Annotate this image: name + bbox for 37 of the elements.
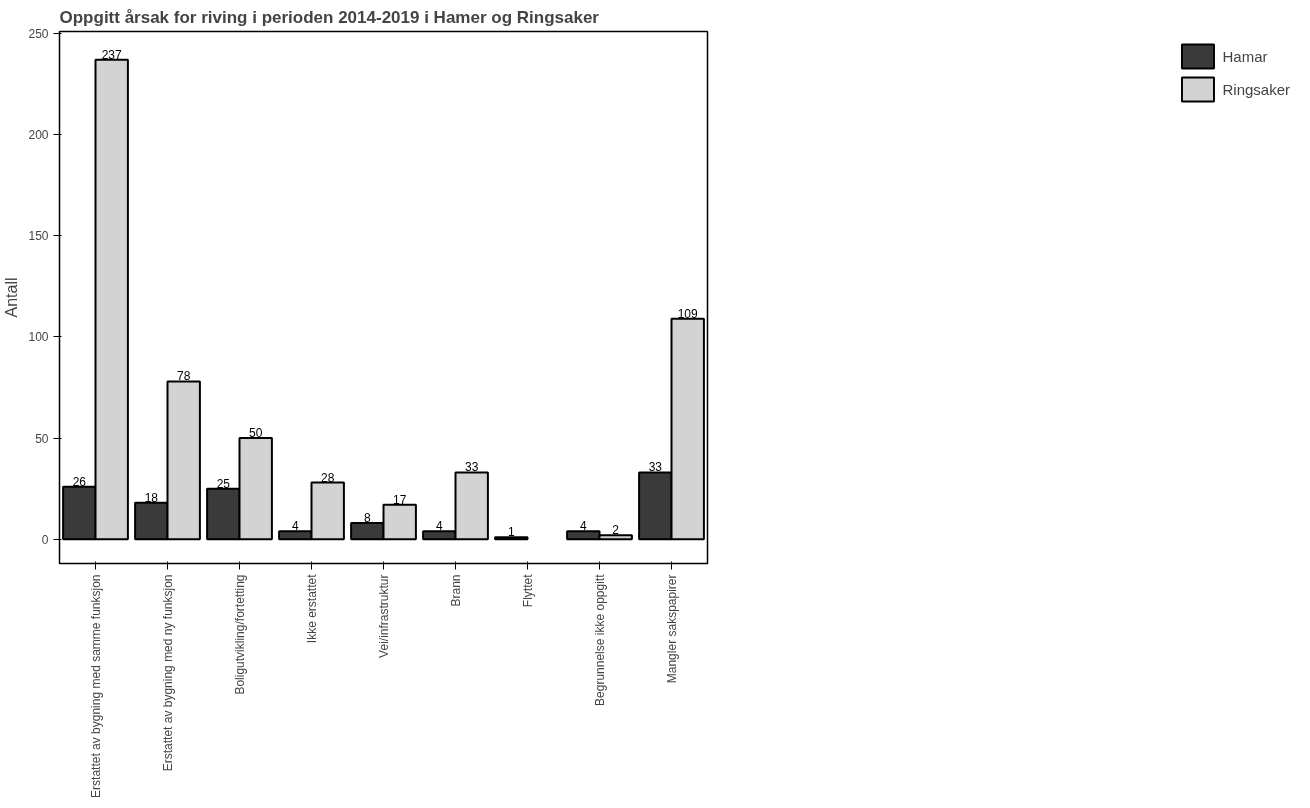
x-tick-label: Mangler sakspapirer [664,574,679,684]
y-tick-label: 150 [28,229,49,244]
data-label: 109 [677,306,699,321]
data-label: 4 [435,519,443,534]
x-tick-label: Boligutvikling/fortetting [232,574,247,695]
y-tick-label: 50 [35,431,49,446]
data-label: 8 [363,511,371,526]
x-tick-label: Erstattet av bygning med ny funksjon [160,574,175,772]
data-label: 28 [321,470,335,485]
data-label: 33 [648,460,663,475]
data-label: 1 [507,525,515,540]
data-label: 4 [579,519,587,534]
y-tick-label: 250 [28,27,49,42]
x-tick-label: Begrunnelse ikke oppgitt [592,573,607,706]
x-tick-label: Ikke erstattet [304,573,319,644]
bar [494,536,529,541]
data-label: 2 [612,523,620,538]
x-tick-label: Brann [448,574,463,607]
y-tick-label: 100 [28,330,49,345]
data-label: 18 [144,490,159,505]
data-label: 25 [216,476,231,491]
x-tick-label: Erstattet av bygning med samme funksjon [88,574,103,798]
y-tick-label: 200 [28,128,49,143]
y-axis-title: Antall [3,277,21,318]
y-tick-label: 0 [41,532,49,547]
legend-label: Hamar [1222,47,1268,65]
x-tick-label: Flyttet [520,573,535,608]
data-label: 237 [101,47,123,62]
data-label: 33 [465,460,479,475]
x-tick-label: Vei/infrastruktur [376,574,391,658]
chart-title: Oppgitt årsak for riving i perioden 2014-2019 i Hamer og Ringsaker [59,7,600,27]
data-label: 4 [291,519,299,534]
data-label: 17 [393,492,407,507]
data-label: 26 [72,474,87,489]
data-label: 78 [177,369,191,384]
legend-label: Ringsaker [1222,80,1290,98]
data-label: 50 [249,426,263,441]
